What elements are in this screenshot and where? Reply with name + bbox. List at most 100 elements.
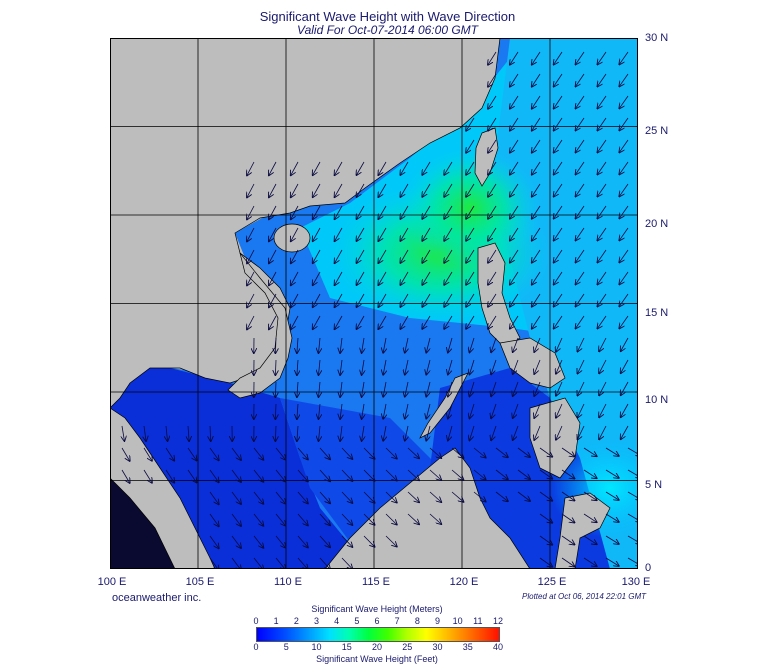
direction-arrow <box>605 513 619 522</box>
direction-arrow <box>532 183 541 197</box>
direction-arrow <box>444 315 453 329</box>
direction-arrow <box>143 469 152 483</box>
direction-arrow <box>510 183 519 197</box>
direction-arrow <box>313 227 321 241</box>
direction-arrow <box>341 447 352 459</box>
direction-arrow <box>319 337 321 353</box>
direction-arrow <box>335 271 343 285</box>
direction-arrow <box>426 359 430 375</box>
direction-arrow <box>407 491 419 502</box>
feet-tick: 20 <box>371 642 383 652</box>
direction-arrow <box>619 51 629 64</box>
direction-arrow <box>532 51 541 65</box>
direction-arrow <box>253 447 263 460</box>
direction-arrow <box>269 205 277 219</box>
direction-arrow <box>385 513 397 525</box>
direction-arrow <box>554 205 563 219</box>
direction-arrow <box>605 469 619 478</box>
direction-arrow <box>495 447 508 457</box>
direction-arrow <box>599 359 607 373</box>
direction-arrow <box>513 425 519 440</box>
direction-arrow <box>554 249 563 263</box>
direction-arrow <box>627 469 638 478</box>
direction-arrow <box>275 469 286 482</box>
direction-arrow <box>385 447 397 459</box>
direction-arrow <box>247 161 255 175</box>
direction-arrow <box>599 403 607 417</box>
direction-arrow <box>578 359 585 374</box>
direction-arrow <box>210 425 211 441</box>
direction-arrow <box>291 205 299 219</box>
meters-tick: 4 <box>334 616 340 626</box>
direction-arrow <box>510 73 519 87</box>
direction-arrow <box>426 425 430 441</box>
lat-label-30: 30 N <box>645 32 669 44</box>
meters-tick: 0 <box>253 616 259 626</box>
direction-arrow <box>313 183 321 197</box>
direction-arrow <box>619 227 629 240</box>
direction-arrow <box>341 535 352 547</box>
direction-arrow <box>187 447 197 460</box>
direction-arrow <box>510 315 519 329</box>
direction-arrow <box>247 315 255 329</box>
map-canvas <box>110 38 638 569</box>
direction-arrow <box>319 425 321 441</box>
direction-arrow <box>488 117 497 131</box>
direction-arrow <box>534 403 541 418</box>
direction-arrow <box>561 469 574 479</box>
direction-arrow <box>357 315 365 329</box>
direction-arrow <box>466 227 475 241</box>
direction-arrow <box>539 535 552 545</box>
direction-arrow <box>532 139 541 153</box>
direction-arrow <box>247 183 255 197</box>
direction-arrow <box>576 139 585 152</box>
direction-arrow <box>378 293 387 307</box>
direction-arrow <box>561 513 574 523</box>
direction-arrow <box>488 183 497 197</box>
direction-arrow <box>291 161 299 175</box>
direction-arrow <box>275 513 286 526</box>
meters-tick: 12 <box>492 616 504 626</box>
direction-arrow <box>313 315 321 329</box>
direction-arrow <box>291 183 299 197</box>
direction-arrow <box>165 447 174 461</box>
direction-arrow <box>576 51 585 64</box>
direction-arrow <box>378 249 387 263</box>
direction-arrow <box>335 183 343 197</box>
direction-arrow <box>341 491 352 503</box>
direction-arrow <box>466 139 475 153</box>
direction-arrow <box>627 557 638 566</box>
direction-arrow <box>532 315 541 329</box>
direction-arrow <box>539 447 552 457</box>
direction-arrow <box>209 513 219 526</box>
direction-arrow <box>362 425 364 441</box>
direction-arrow <box>470 425 475 440</box>
direction-arrow <box>561 491 574 501</box>
direction-arrow <box>340 359 342 375</box>
direction-arrow <box>319 447 330 459</box>
direction-arrow <box>554 117 563 131</box>
direction-arrow <box>378 161 387 175</box>
lon-label-110: 110 E <box>274 576 302 588</box>
direction-arrow <box>275 381 276 397</box>
direction-arrow <box>466 205 475 219</box>
direction-arrow <box>407 513 419 524</box>
direction-arrow <box>426 381 430 397</box>
direction-arrow <box>451 447 463 458</box>
direction-arrow <box>269 227 277 241</box>
direction-arrow <box>122 425 124 441</box>
direction-arrow <box>554 51 563 65</box>
direction-arrow <box>444 227 453 241</box>
direction-arrow <box>583 557 597 566</box>
direction-arrow <box>470 381 475 396</box>
direction-arrow <box>510 227 519 241</box>
direction-arrow <box>451 491 463 502</box>
direction-arrow <box>297 403 298 419</box>
direction-arrow <box>576 227 585 240</box>
direction-arrow <box>444 205 453 219</box>
direction-arrow <box>341 469 352 481</box>
direction-arrow <box>363 535 375 547</box>
direction-arrow <box>362 381 364 397</box>
direction-arrow <box>400 293 409 307</box>
direction-arrow <box>488 139 497 153</box>
